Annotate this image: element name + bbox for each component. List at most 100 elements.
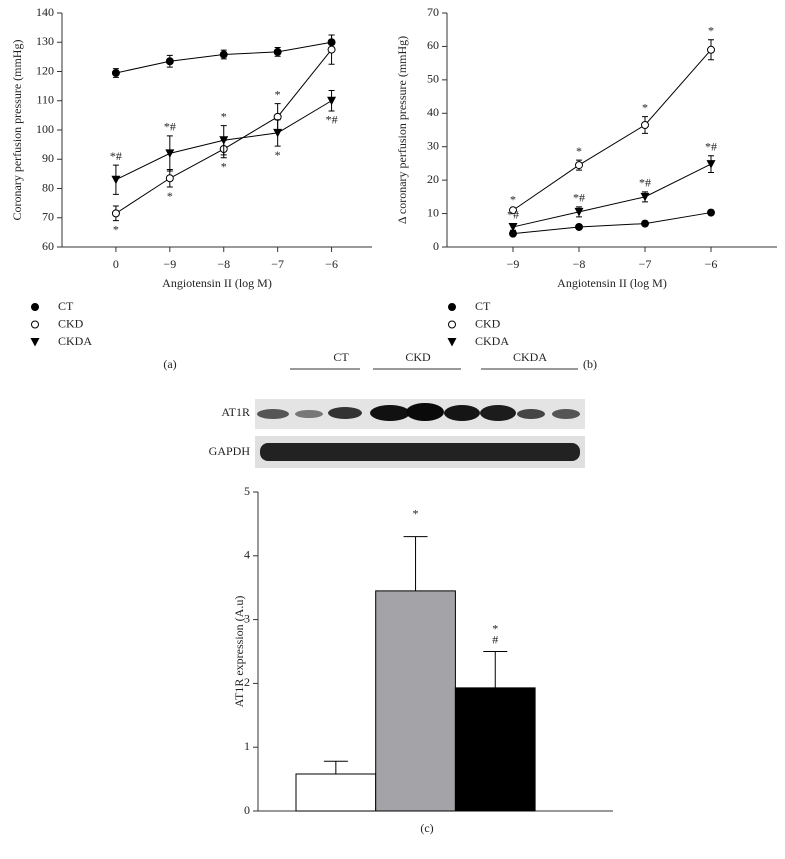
annotation: *# [705,139,717,153]
y-tick-label: 130 [36,34,54,48]
marker [707,208,715,217]
annotation: *# [507,207,519,221]
marker [448,320,456,329]
blot-band [517,409,545,419]
annotation: *# [110,149,122,163]
marker [165,174,174,183]
y-tick-label: 5 [244,484,250,498]
blot-band [406,403,444,421]
y-tick-label: 4 [244,548,250,562]
legend-label: CKD [58,316,84,330]
marker [509,206,517,215]
error-bar [323,760,348,774]
legend-label: CKD [475,316,501,330]
blot-band [370,405,410,421]
x-tick-label: −7 [271,257,284,271]
y-tick-label: 0 [433,239,439,253]
marker [641,219,649,228]
marker [640,192,650,202]
bar [375,590,456,812]
marker [165,57,174,66]
y-tick-label: 110 [36,93,54,107]
y-tick-label: 120 [36,63,54,77]
x-tick-label: −8 [217,257,230,271]
y-tick-label: 1 [244,739,250,753]
x-tick-label: −9 [507,257,520,271]
bar [454,687,536,812]
marker [273,47,282,56]
x-axis-label: Angiotensin II (log M) [162,276,272,290]
x-tick-label: 0 [113,257,119,271]
marker [575,222,583,231]
legend-label: CT [475,299,491,313]
marker [273,128,283,138]
panel-label: (a) [163,357,176,371]
error-bar [403,536,428,591]
group-label: CKD [405,350,431,364]
y-tick-label: 30 [427,138,439,152]
marker [111,68,120,77]
group-label: CT [333,350,349,364]
annotation: * [708,23,714,37]
annotation: * [221,160,227,174]
marker [111,209,120,218]
row-label: GAPDH [209,444,251,458]
annotation: * [221,109,227,123]
marker [219,136,229,145]
blot-band [444,405,480,421]
legend-label: CKDA [58,334,92,348]
x-tick-label: −9 [163,257,176,271]
y-tick-label: 140 [36,5,54,19]
marker [327,45,336,54]
y-tick-label: 50 [427,72,439,86]
annotation: * [492,621,498,635]
marker [574,207,584,217]
marker [706,160,716,169]
annotation: * [413,506,419,520]
legend-label: CT [58,299,74,313]
y-tick-label: 2 [244,675,250,689]
y-tick-label: 60 [427,38,439,52]
marker [31,320,39,329]
annotation: *# [164,120,176,134]
series-line [512,212,712,235]
y-tick-label: 90 [42,151,54,165]
y-tick-label: 40 [427,105,439,119]
annotation: *# [573,191,585,205]
y-tick-label: 3 [244,611,250,625]
y-tick-label: 10 [427,205,439,219]
legend-label: CKDA [475,334,509,348]
x-tick-label: −6 [705,257,718,271]
x-tick-label: −7 [639,257,652,271]
x-axis-label: Angiotensin II (log M) [557,276,667,290]
panel-label: (c) [420,821,433,835]
marker [447,338,457,347]
error-bar [483,651,508,688]
y-tick-label: 70 [427,5,439,19]
annotation: * [275,87,281,101]
blot-band [480,405,516,421]
blot-band [328,407,362,419]
group-label: CKDA [513,350,547,364]
y-axis-label: Coronary perfusion pressure (mmHg) [10,40,24,221]
series-line [512,49,712,211]
y-tick-label: 70 [42,210,54,224]
annotation: * [642,100,648,114]
x-tick-label: −8 [573,257,586,271]
panel-label: (b) [583,357,597,371]
y-tick-label: 60 [42,239,54,253]
annotation: * [167,189,173,203]
series-line [512,163,712,228]
annotation: *# [326,113,338,127]
y-tick-label: 100 [36,122,54,136]
marker [31,303,39,311]
blot-band [260,443,580,461]
bar [295,773,377,812]
annotation: *# [639,176,651,190]
blot-band [295,410,323,418]
blot-band [552,409,580,419]
marker [508,222,518,232]
annotation: # [492,632,498,646]
